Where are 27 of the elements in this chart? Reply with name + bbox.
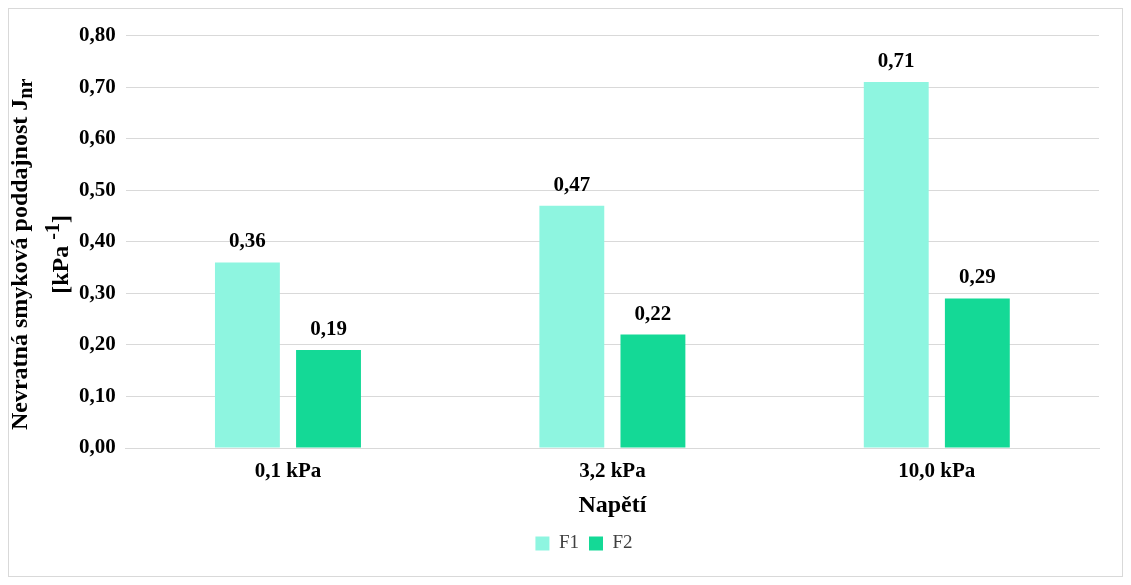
bar — [863, 82, 929, 448]
x-tick-label: 0,1 kPa — [254, 458, 322, 483]
y-tick-label: 0,20 — [79, 331, 116, 356]
legend-label: F2 — [612, 531, 633, 553]
y-tick-label: 0,60 — [79, 125, 116, 150]
bar — [944, 298, 1010, 448]
data-label: 0,36 — [229, 228, 266, 253]
bar — [296, 350, 361, 448]
x-tick-label: 3,2 kPa — [579, 458, 647, 483]
data-label: 0,19 — [310, 315, 347, 340]
bar — [620, 334, 686, 448]
x-tick-label: 10,0 kPa — [898, 458, 976, 483]
y-tick-label: 0,80 — [79, 22, 116, 47]
y-tick-label: 0,40 — [79, 228, 116, 253]
data-label: 0,22 — [634, 300, 672, 325]
data-label: 0,29 — [958, 264, 996, 289]
y-tick-label: 0,10 — [79, 382, 116, 407]
data-label: 0,71 — [877, 47, 915, 72]
y-tick-label: 0,50 — [79, 176, 116, 201]
y-tick-label: 0,00 — [79, 434, 116, 459]
legend-label: F1 — [558, 531, 580, 553]
x-axis-title: Napětí — [578, 490, 647, 517]
bar — [214, 262, 280, 448]
bar — [539, 205, 605, 448]
data-label: 0,47 — [553, 171, 591, 196]
y-tick-label: 0,70 — [79, 73, 116, 98]
y-tick-label: 0,30 — [79, 279, 116, 304]
